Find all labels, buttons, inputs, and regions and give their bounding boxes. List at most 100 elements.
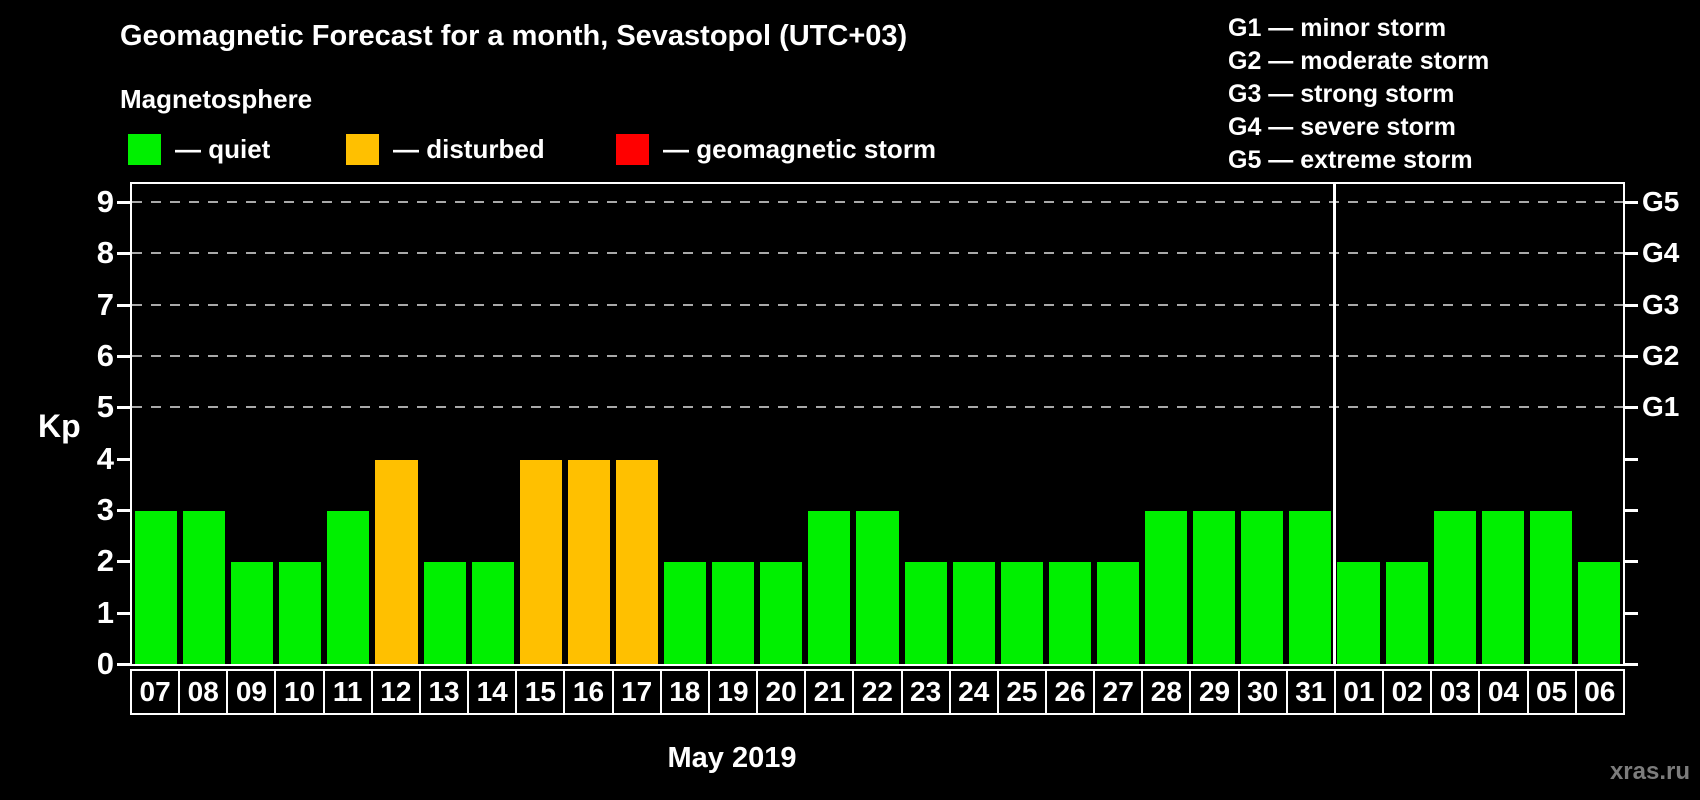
x-axis-day-cell: 20: [756, 669, 807, 715]
plot-inner: [132, 184, 1623, 664]
bar-day-19: [712, 562, 755, 664]
bar-day-23: [904, 562, 947, 664]
x-axis-day-cell: 23: [900, 669, 951, 715]
disturbed-color-swatch: [346, 133, 379, 165]
y-axis-label-8: 8: [96, 235, 114, 271]
bar-day-14: [471, 562, 514, 664]
gridline-kp8: [132, 252, 1623, 255]
right-axis-label-g3: G3: [1642, 288, 1680, 320]
y-axis-tick-left-3: [117, 509, 130, 512]
x-axis-day-cell: 19: [707, 669, 759, 715]
y-axis-tick-left-6: [117, 355, 130, 359]
y-axis-tick-right-0: [1625, 663, 1638, 666]
bar-day-08: [183, 511, 226, 664]
legend-label-storm: — geomagnetic storm: [663, 133, 937, 164]
x-axis-day-cell: 13: [418, 669, 470, 715]
storm-scale-legend: G1 — minor storm G2 — moderate storm G3 …: [1228, 12, 1489, 177]
y-axis-tick-left-5: [117, 406, 130, 410]
right-axis-label-g4: G4: [1642, 237, 1680, 269]
bar-day-26: [1048, 562, 1091, 664]
bar-day-31: [1289, 511, 1332, 664]
bar-day-28: [1145, 511, 1188, 664]
y-axis-tick-right-6: [1625, 355, 1638, 359]
bar-day-21: [808, 511, 851, 664]
y-axis-label-1: 1: [96, 594, 114, 630]
month-separator-line: [1332, 184, 1336, 664]
y-axis-tick-left-9: [117, 201, 130, 205]
y-axis-tick-left-4: [117, 457, 130, 461]
y-axis-tick-left-8: [117, 252, 130, 256]
bar-day-07: [135, 511, 178, 664]
storm-scale-g2: G2 — moderate storm: [1228, 47, 1490, 75]
bar-day-15: [519, 459, 562, 664]
y-axis-label-9: 9: [96, 184, 114, 220]
x-axis-day-cell: 08: [178, 669, 229, 715]
x-axis-day-cell: 09: [226, 669, 277, 715]
y-axis-tick-left-0: [117, 663, 130, 666]
legend-item-quiet: — quiet: [128, 133, 270, 165]
bar-day-24: [952, 562, 995, 664]
x-axis-day-cell: 31: [1285, 669, 1336, 715]
bar-day-03: [1433, 511, 1476, 664]
quiet-color-swatch: [128, 133, 161, 165]
x-axis-day-cell: 24: [948, 669, 999, 715]
x-axis-day-cell: 25: [996, 669, 1047, 715]
storm-scale-g1: G1 — minor storm: [1228, 14, 1447, 42]
y-axis-label-0: 0: [96, 646, 114, 681]
bar-day-12: [375, 459, 418, 664]
y-axis-tick-right-5: [1625, 406, 1638, 410]
x-axis-day-cell: 04: [1478, 669, 1529, 715]
x-axis-day-cell: 10: [274, 669, 325, 715]
y-axis-label-7: 7: [96, 286, 114, 322]
bar-day-06: [1577, 562, 1620, 664]
x-axis-day-cell: 11: [322, 669, 373, 715]
bar-day-22: [856, 511, 899, 664]
legend-item-storm: — geomagnetic storm: [616, 133, 936, 165]
y-axis-tick-left-7: [117, 303, 130, 307]
x-axis-day-cell: 15: [515, 669, 566, 715]
plot-area: [130, 182, 1625, 666]
right-axis-label-g5: G5: [1642, 186, 1680, 218]
x-axis-day-cell: 17: [611, 669, 662, 715]
x-axis-day-cell: 02: [1382, 669, 1433, 715]
x-axis-day-cell: 12: [370, 669, 421, 715]
x-axis-day-cell: 07: [130, 669, 181, 715]
bar-day-02: [1385, 562, 1428, 664]
right-axis-label-g1: G1: [1642, 391, 1680, 423]
y-axis-tick-right-8: [1625, 252, 1638, 256]
bar-day-05: [1529, 511, 1572, 664]
bar-day-09: [231, 562, 274, 664]
x-axis-day-cell: 28: [1141, 669, 1192, 715]
storm-color-swatch: [616, 133, 649, 165]
legend-label-disturbed: — disturbed: [393, 133, 545, 164]
bar-day-25: [1000, 562, 1043, 664]
x-axis-day-cell: 29: [1189, 669, 1240, 715]
bar-day-30: [1241, 511, 1284, 664]
storm-scale-g3: G3 — strong storm: [1228, 80, 1455, 108]
chart-title: Geomagnetic Forecast for a month, Sevast…: [120, 20, 908, 52]
right-axis-label-g2: G2: [1642, 340, 1680, 372]
x-axis-day-cell: 26: [1044, 669, 1096, 715]
x-axis-day-cell: 30: [1237, 669, 1288, 715]
gridline-kp9: [132, 201, 1623, 204]
x-axis-day-cell: 21: [804, 669, 855, 715]
legend-label-quiet: — quiet: [175, 133, 271, 164]
watermark: xras.ru: [1609, 758, 1690, 785]
bar-day-01: [1337, 562, 1380, 664]
magnetosphere-legend-title: Magnetosphere: [120, 84, 313, 114]
y-axis-label-6: 6: [96, 338, 114, 374]
month-label: May 2019: [667, 742, 797, 774]
bar-day-17: [615, 459, 659, 664]
storm-scale-g5: G5 — extreme storm: [1228, 146, 1473, 174]
x-axis-day-cell: 06: [1574, 669, 1625, 715]
bar-day-16: [567, 459, 610, 664]
x-axis-day-cell: 05: [1526, 669, 1577, 715]
y-axis-tick-right-1: [1625, 611, 1638, 615]
legend-item-disturbed: — disturbed: [346, 133, 545, 165]
bar-day-10: [279, 562, 322, 664]
y-axis-label-5: 5: [96, 389, 114, 425]
bar-day-18: [664, 562, 707, 664]
x-axis-day-cell: 27: [1093, 669, 1144, 715]
x-axis-day-cell: 16: [563, 669, 614, 715]
